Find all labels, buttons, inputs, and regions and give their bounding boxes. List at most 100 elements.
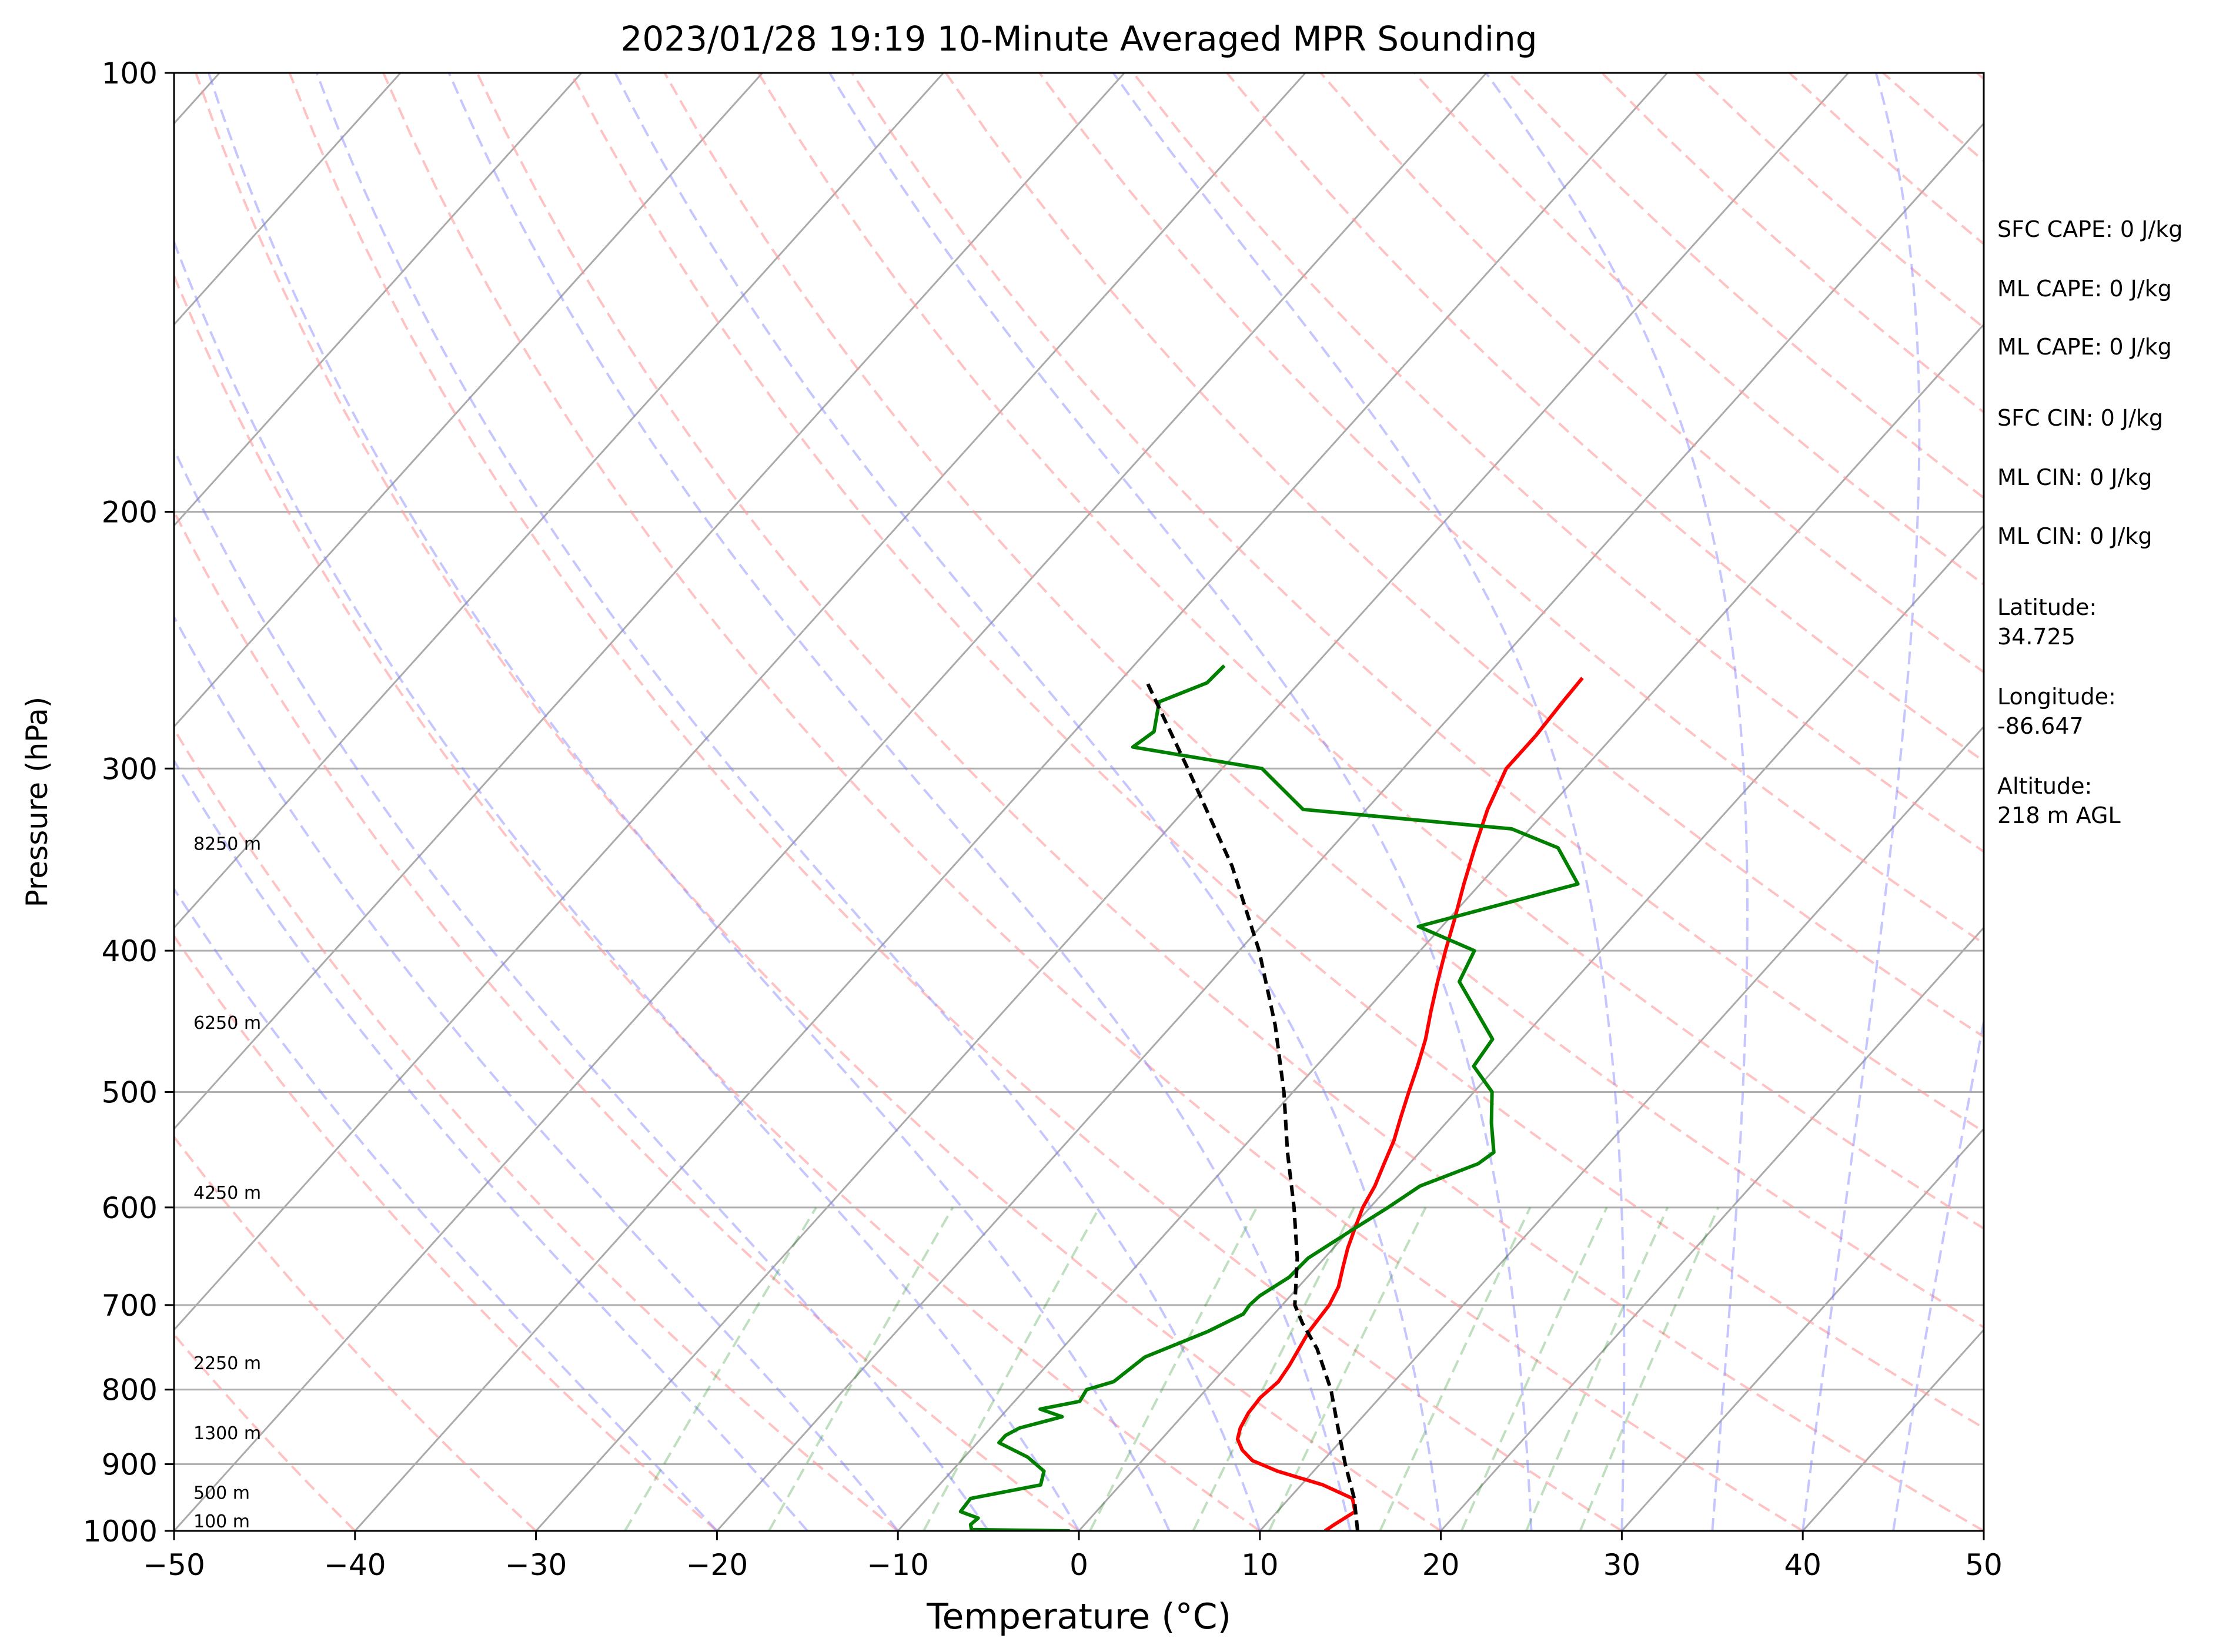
- dry-adiabat-line: [476, 73, 1984, 1531]
- moist-adiabat-line: [174, 887, 718, 1531]
- height-label: 4250 m: [193, 1183, 261, 1203]
- x-tick-label: −30: [505, 1548, 567, 1582]
- moist-adiabat-line: [208, 73, 1171, 1531]
- height-labels: 100 m 500 m 1300 m 2250 m 4250 m 6250 m 8250 m: [193, 834, 261, 1532]
- isotherm-line: [716, 122, 1984, 1531]
- side-panel-item: Longitude: -86.647: [1997, 684, 2116, 739]
- side-panel-item: ML CAPE: 0 J/kg: [1997, 334, 2172, 360]
- moist-adiabat-line: [174, 447, 990, 1531]
- dry-adiabat-line: [174, 727, 899, 1531]
- mixing-ratio-line: [1579, 1206, 1720, 1531]
- dry-adiabat-line: [174, 509, 1080, 1531]
- moist-adiabat-line: [315, 73, 1261, 1531]
- isotherm-line: [1621, 1127, 1984, 1531]
- mixing-ratio-line: [624, 1206, 817, 1531]
- x-axis-label: Temperature (°C): [926, 1596, 1231, 1637]
- isotherm-line: [1440, 926, 1984, 1531]
- dry-adiabat-line: [757, 73, 1984, 1230]
- isotherm-line: [174, 73, 583, 527]
- moist-adiabat-line: [1801, 73, 1921, 1531]
- y-tick-label: 1000: [83, 1514, 158, 1549]
- x-tick-label: 30: [1603, 1548, 1641, 1582]
- mixing-ratio-line: [1525, 1206, 1669, 1531]
- dry-adiabat-line: [944, 73, 1984, 1038]
- side-panel-item: ML CIN: 0 J/kg: [1997, 464, 2152, 490]
- isotherm-line: [1078, 524, 1984, 1531]
- y-tick-label: 400: [102, 934, 158, 968]
- y-tick-label: 100: [102, 56, 158, 91]
- y-tick-label: 900: [102, 1448, 158, 1482]
- y-tick-label: 300: [102, 752, 158, 786]
- x-tick-label: 0: [1069, 1548, 1088, 1582]
- mixing-ratio-line: [1089, 1206, 1258, 1531]
- y-tick-label: 600: [102, 1191, 158, 1225]
- isotherm-line: [354, 73, 1668, 1531]
- x-tick-label: 40: [1784, 1548, 1821, 1582]
- chart-title: 2023/01/28 19:19 10-Minute Averaged MPR …: [620, 19, 1537, 59]
- side-panel-item: ML CAPE: 0 J/kg: [1997, 276, 2172, 302]
- moist-adiabat-line: [447, 73, 1352, 1531]
- height-label: 6250 m: [193, 1013, 261, 1034]
- y-axis-label: Pressure (hPa): [20, 697, 54, 908]
- y-tick-label: 800: [102, 1373, 158, 1407]
- dry-adiabat-line: [174, 272, 1261, 1531]
- height-label: 8250 m: [193, 834, 261, 855]
- dry-adiabat-line: [382, 73, 1804, 1531]
- side-panel-item: SFC CIN: 0 J/kg: [1997, 405, 2163, 431]
- y-tick-label: 500: [102, 1075, 158, 1109]
- moist-adiabat-line: [614, 73, 1442, 1531]
- dry-adiabat-line: [663, 73, 1984, 1329]
- side-panel: SFC CAPE: 0 J/kg ML CAPE: 0 J/kg ML CAPE: …: [1997, 216, 2182, 828]
- side-panel-item: ML CIN: 0 J/kg: [1997, 523, 2152, 549]
- plot-area-grid: [174, 73, 1984, 1531]
- dry-adiabat-line: [195, 73, 1442, 1531]
- isotherm-line: [1259, 725, 1984, 1531]
- x-tick-label: −40: [324, 1548, 386, 1582]
- side-panel-item: Altitude: 218 m AGL: [1997, 773, 2121, 828]
- isotherm-line: [897, 323, 1984, 1531]
- moist-adiabat-line: [1485, 73, 1749, 1531]
- side-panel-item: SFC CAPE: 0 J/kg: [1997, 216, 2182, 242]
- isotherm-line: [535, 73, 1849, 1531]
- dry-adiabat-line: [174, 1332, 356, 1531]
- temperature-line: [1235, 677, 1584, 1531]
- x-tick-label: 10: [1241, 1548, 1279, 1582]
- isotherm-line: [174, 73, 944, 929]
- moist-adiabat-line: [1112, 73, 1626, 1531]
- y-tick-label: 200: [102, 496, 158, 530]
- height-label: 1300 m: [193, 1423, 261, 1444]
- x-tick-label: −50: [143, 1548, 205, 1582]
- x-tick-label: −10: [867, 1548, 929, 1582]
- mixing-ratio-line: [1460, 1206, 1608, 1531]
- x-tick-label: 50: [1965, 1548, 2003, 1582]
- moist-adiabat-line: [174, 758, 808, 1531]
- mixing-ratio-line: [923, 1206, 1101, 1531]
- moist-adiabat-line: [174, 239, 1080, 1531]
- isotherm-line: [174, 73, 1125, 1131]
- mixing-ratio-line: [1268, 1206, 1427, 1531]
- dry-adiabat-line: [1132, 73, 1984, 853]
- height-label: 100 m: [193, 1511, 250, 1532]
- mixing-ratio-line: [1192, 1206, 1355, 1531]
- y-tick-label: 700: [102, 1289, 158, 1323]
- moist-adiabat-line: [174, 614, 899, 1531]
- moist-adiabat-line: [828, 73, 1533, 1531]
- mixing-ratio-line: [768, 1206, 954, 1531]
- plot-area-series: [958, 664, 1584, 1531]
- isotherm-line: [174, 73, 402, 326]
- x-tick-label: 20: [1422, 1548, 1460, 1582]
- dry-adiabat-line: [288, 73, 1623, 1531]
- axes: −50 −40 −30 −20 −10 0 10 20 30 40 50 100 200 300 400 50…: [83, 56, 2003, 1582]
- isotherm-line: [174, 73, 1488, 1531]
- isotherm-line: [174, 73, 763, 728]
- mixing-ratio-line: [1379, 1206, 1532, 1531]
- isotherm-line: [174, 73, 1306, 1332]
- dry-adiabat-line: [570, 73, 1984, 1430]
- height-label: 500 m: [193, 1483, 250, 1504]
- height-label: 2250 m: [193, 1353, 261, 1374]
- dry-adiabat-line: [1226, 73, 1984, 763]
- moist-adiabat-line: [1892, 1015, 1984, 1531]
- side-panel-item: Latitude: 34.725: [1997, 594, 2097, 650]
